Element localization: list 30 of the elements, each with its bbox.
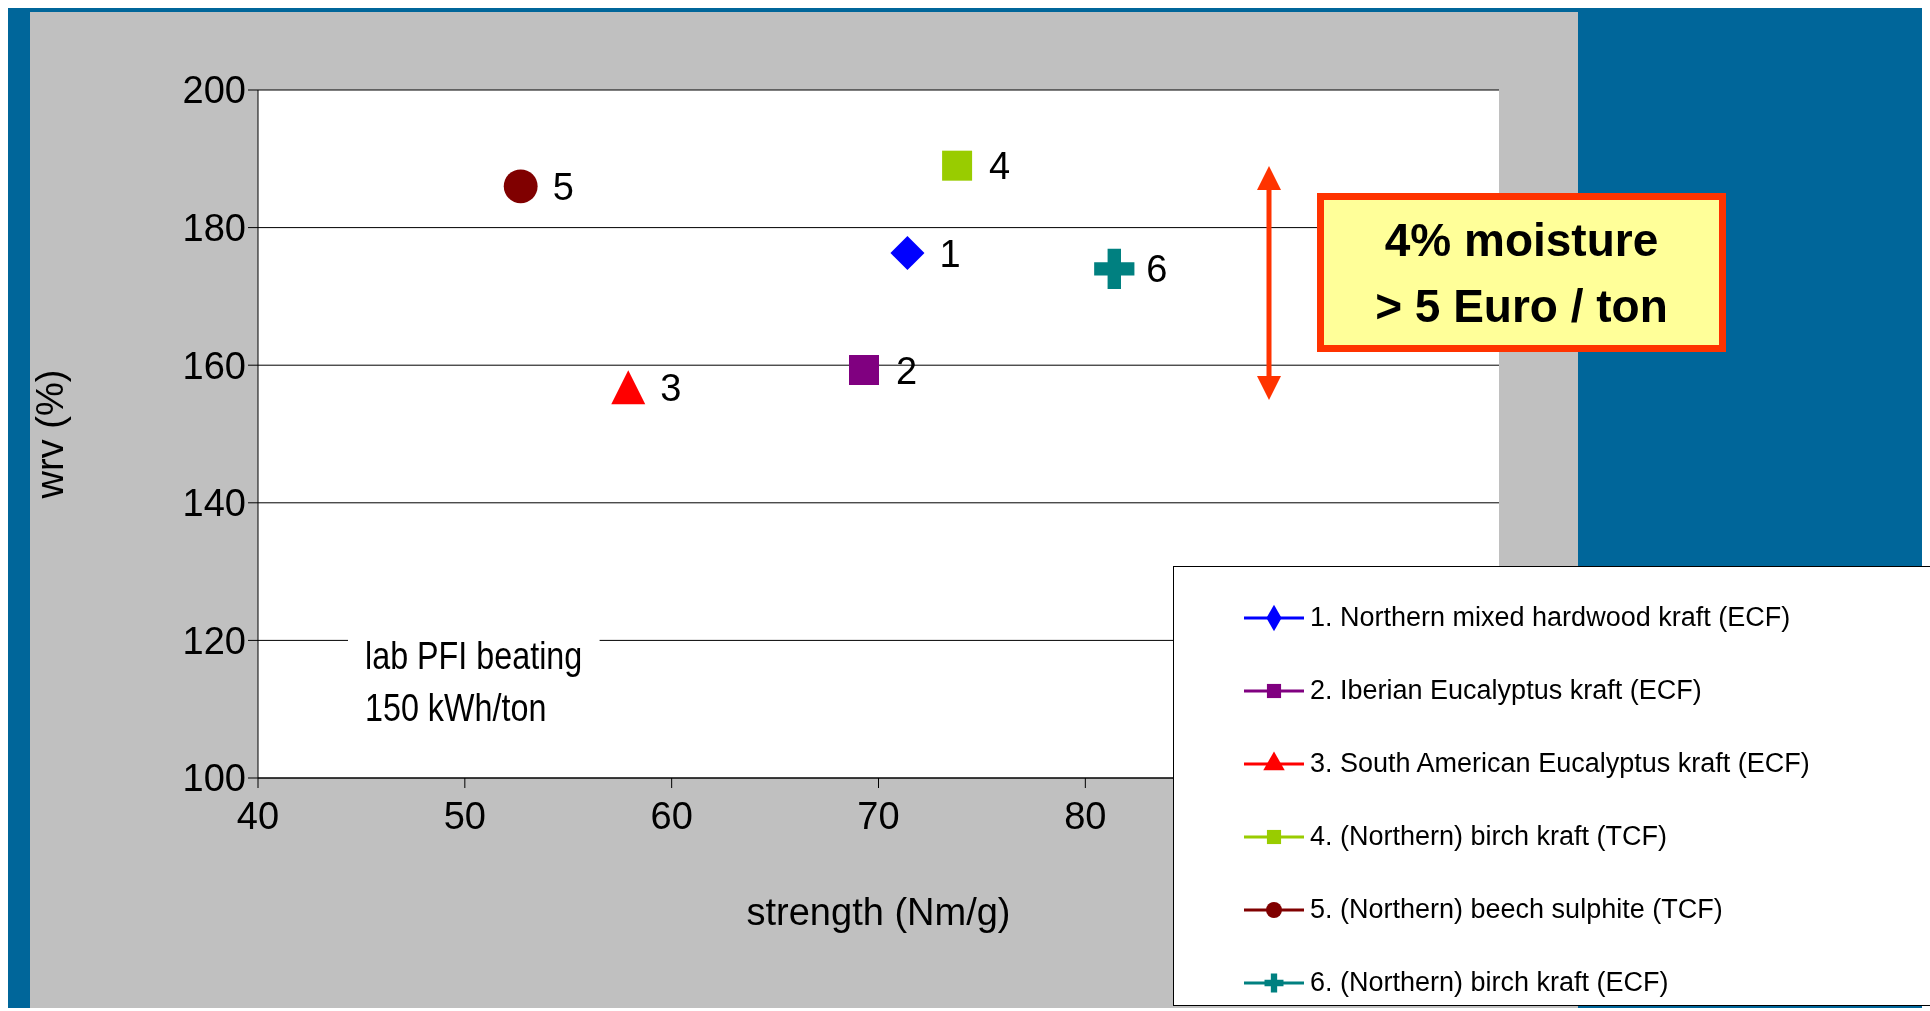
legend-label: 2. Iberian Eucalyptus kraft (ECF) <box>1310 675 1702 706</box>
point <box>1094 248 1135 290</box>
legend-label: 4. (Northern) birch kraft (TCF) <box>1310 821 1668 852</box>
annotation: 5 <box>552 165 574 208</box>
y-axis-title: wrv (%) <box>29 369 72 500</box>
legend-label: 6. (Northern) birch kraft (ECF) <box>1310 967 1669 998</box>
legend-label: 5. (Northern) beech sulphite (TCF) <box>1310 894 1723 925</box>
annotation: 4% moisture > 5 Euro / ton <box>1317 193 1726 352</box>
y-tick-label: 200 <box>182 69 246 112</box>
legend-label: 1. Northern mixed hardwood kraft (ECF) <box>1310 602 1791 633</box>
point <box>503 169 538 204</box>
y-tick-label: 180 <box>182 207 246 250</box>
y-tick-label: 140 <box>182 482 246 525</box>
point <box>942 150 973 181</box>
annotation: lab PFI beating 150 kWh/ton <box>348 626 600 738</box>
x-tick-label: 80 <box>1064 794 1107 837</box>
point <box>890 236 925 271</box>
annotation: 4 <box>989 145 1011 188</box>
annotation: 6 <box>1146 248 1168 291</box>
point <box>849 355 880 386</box>
x-axis-title: strength (Nm/g) <box>746 890 1011 933</box>
annotation: 3 <box>660 366 682 409</box>
x-tick-label: 70 <box>857 794 900 837</box>
x-tick-label: 60 <box>650 794 693 837</box>
y-tick-label: 120 <box>182 619 246 662</box>
y-tick-label: 160 <box>182 344 246 387</box>
annotation: 1 <box>939 232 961 275</box>
x-tick-label: 50 <box>443 794 486 837</box>
legend-label: 3. South American Eucalyptus kraft (ECF) <box>1310 748 1810 779</box>
point <box>611 370 646 405</box>
